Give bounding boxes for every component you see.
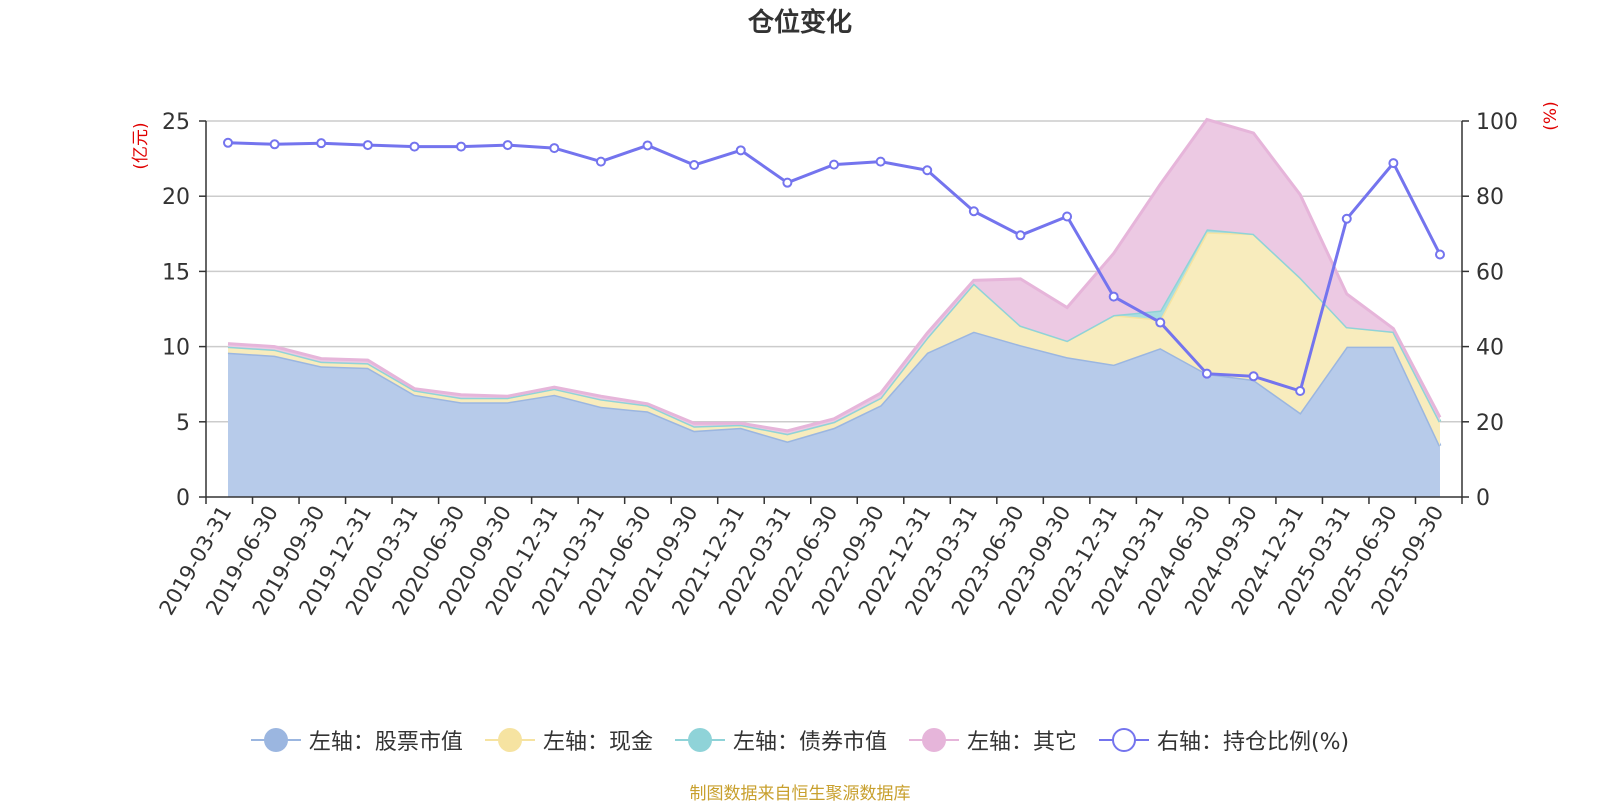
legend-item[interactable]: 左轴：现金 [484, 724, 653, 756]
ratio-point [502, 140, 513, 151]
legend-label: 左轴：现金 [542, 730, 653, 755]
legend-swatch [674, 727, 725, 753]
legend: 左轴：股票市值 左轴：现金 左轴：债券市值 左轴：其它 右轴：持仓比例(%) [0, 722, 1600, 758]
legend-item[interactable]: 左轴：股票市值 [250, 724, 463, 756]
ratio-point [922, 165, 933, 176]
legend-item[interactable]: 右轴：持仓比例(%) [1098, 724, 1350, 756]
legend-swatch [908, 727, 959, 753]
ratio-point [1295, 385, 1306, 396]
ratio-point [689, 159, 700, 170]
right-axis-tick-label: 40 [1476, 336, 1504, 361]
legend-item[interactable]: 左轴：其它 [908, 724, 1077, 756]
ratio-point [1435, 249, 1445, 260]
chart-canvas: 05101520250204060801002019-03-312019-06-… [131, 101, 1561, 619]
legend-swatch-dot [687, 728, 712, 752]
ratio-point [456, 141, 467, 152]
left-axis-tick-label: 10 [162, 336, 190, 361]
left-axis-tick-label: 25 [162, 110, 190, 135]
right-axis-unit: (%) [1541, 101, 1561, 130]
ratio-point [1062, 211, 1073, 222]
left-axis-unit: (亿元) [131, 122, 151, 169]
ratio-point [1155, 317, 1166, 328]
legend-label: 左轴：股票市值 [308, 730, 463, 755]
ratio-point [595, 156, 606, 167]
left-axis-tick-label: 20 [162, 185, 190, 210]
legend-swatch [250, 727, 301, 753]
left-axis-tick-label: 0 [176, 486, 190, 511]
legend-swatch-dot [921, 728, 946, 752]
right-axis-tick-label: 60 [1476, 260, 1504, 285]
legend-label: 左轴：其它 [966, 730, 1077, 755]
right-axis-tick-label: 80 [1476, 185, 1504, 210]
right-axis-tick-label: 0 [1476, 486, 1490, 511]
ratio-point [1248, 371, 1259, 382]
ratio-point [409, 141, 420, 152]
ratio-point [1341, 213, 1352, 224]
ratio-point [642, 140, 653, 151]
legend-swatch [484, 727, 535, 753]
left-axis-tick-label: 5 [176, 411, 190, 436]
legend-item[interactable]: 左轴：债券市值 [674, 724, 887, 756]
ratio-point [316, 138, 327, 149]
right-axis-tick-label: 20 [1476, 411, 1504, 436]
legend-label: 左轴：债券市值 [732, 730, 887, 755]
stacked-areas [227, 117, 1442, 497]
ratio-point [829, 159, 839, 170]
ratio-point [223, 137, 233, 148]
legend-swatch-dot [1111, 728, 1136, 752]
ratio-point [1015, 230, 1026, 241]
ratio-point [968, 206, 979, 217]
ratio-point [782, 177, 793, 188]
position-ratio-line [223, 137, 1445, 396]
ratio-point [1108, 291, 1119, 302]
ratio-point [549, 143, 560, 154]
ratio-point [875, 156, 886, 167]
left-axis-tick-label: 15 [162, 260, 190, 285]
legend-swatch-dot [263, 728, 288, 752]
legend-swatch [1098, 727, 1149, 753]
ratio-point [1201, 368, 1212, 379]
ratio-point [735, 145, 746, 156]
ratio-point [362, 140, 373, 151]
ratio-point [1388, 158, 1399, 169]
chart-title: 仓位变化 [747, 8, 852, 38]
area-edge [227, 117, 1442, 433]
area-f6e3a1 [228, 232, 1440, 446]
ratio-point [269, 139, 280, 150]
source-note: 制图数据来自恒生聚源数据库 [689, 784, 911, 804]
area-9bb6e0 [228, 331, 1440, 497]
legend-label: 右轴：持仓比例(%) [1156, 730, 1350, 755]
legend-swatch-dot [497, 728, 522, 752]
right-axis-tick-label: 100 [1476, 110, 1518, 135]
